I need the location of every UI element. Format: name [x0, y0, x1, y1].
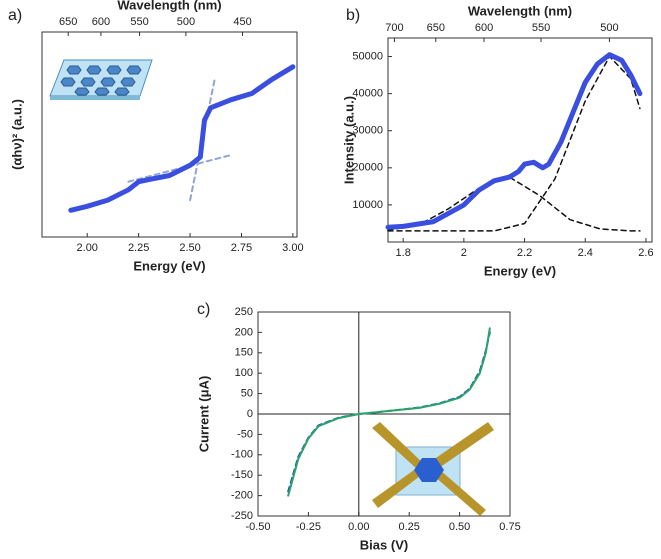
x2-tick-label: 650 — [59, 16, 77, 28]
y-tick-label: 150 — [235, 347, 253, 359]
x-tick-label: 2.4 — [578, 247, 593, 259]
y-tick-label: 10000 — [352, 199, 383, 211]
y-tick-label: -100 — [231, 449, 253, 461]
x-axis-label: Energy (eV) — [484, 263, 556, 278]
y-tick-label: 50000 — [352, 50, 383, 62]
y-tick-label: 250 — [235, 306, 253, 318]
inset-device — [372, 422, 494, 516]
x-tick-label: 2.00 — [77, 242, 98, 254]
x-tick-label: 3.00 — [282, 242, 303, 254]
data-line — [287, 327, 491, 497]
x2-tick-label: 450 — [233, 16, 251, 28]
x2-tick-label: 500 — [177, 16, 195, 28]
x-tick-label: 2.6 — [638, 247, 653, 259]
data-line — [387, 55, 641, 232]
x2-tick-label: 650 — [427, 22, 445, 34]
y-tick-label: -250 — [231, 510, 253, 522]
x2-tick-label: 600 — [475, 22, 493, 34]
x-tick-label: 0.75 — [499, 521, 520, 533]
x2-axis-label: Wavelength (nm) — [117, 0, 221, 12]
x-tick-label: 2.2 — [517, 247, 532, 259]
x-tick-label: 2.75 — [231, 242, 252, 254]
x2-tick-label: 500 — [600, 22, 618, 34]
data-line — [385, 52, 643, 230]
panel-label: c) — [197, 301, 210, 318]
x2-tick-label: 550 — [532, 22, 550, 34]
x2-tick-label: 700 — [385, 22, 403, 34]
data-line — [68, 64, 296, 213]
y-tick-label: 100 — [235, 367, 253, 379]
x2-axis-label: Wavelength (nm) — [468, 3, 572, 18]
y-tick-label: 0 — [247, 408, 253, 420]
data-line — [387, 176, 641, 232]
x2-tick-label: 550 — [130, 16, 148, 28]
data-line — [189, 78, 216, 202]
y-tick-label: -50 — [237, 428, 253, 440]
y-axis-label: (αhν)² (a.u.) — [9, 99, 24, 170]
y-tick-label: 50 — [241, 388, 253, 400]
x-tick-label: 2 — [461, 247, 467, 259]
y-tick-label: 20000 — [352, 162, 383, 174]
panel-label: b) — [346, 7, 360, 24]
y-tick-label: 30000 — [352, 125, 383, 137]
x-tick-label: 2.50 — [179, 242, 200, 254]
x-tick-label: 0.00 — [348, 521, 369, 533]
x2-tick-label: 600 — [92, 16, 110, 28]
y-tick-label: -200 — [231, 490, 253, 502]
y-axis-label: Intensity (a.u.) — [341, 96, 356, 184]
y-tick-label: 200 — [235, 326, 253, 338]
x-tick-label: 1.8 — [396, 247, 411, 259]
x-axis-label: Bias (V) — [360, 537, 408, 552]
plot-frame — [41, 31, 298, 238]
x-tick-label: -0.50 — [245, 521, 270, 533]
x-tick-label: 0.50 — [449, 521, 470, 533]
x-tick-label: 0.25 — [398, 521, 419, 533]
y-axis-label: Current (μA) — [196, 376, 211, 453]
y-tick-label: 40000 — [352, 88, 383, 100]
x-tick-label: 2.25 — [128, 242, 149, 254]
plot-frame — [387, 37, 653, 243]
panel-label: a) — [8, 7, 22, 24]
inset-substrate — [49, 59, 153, 100]
x-axis-label: Energy (eV) — [133, 258, 205, 273]
x-tick-label: -0.25 — [296, 521, 321, 533]
y-tick-label: -150 — [231, 469, 253, 481]
